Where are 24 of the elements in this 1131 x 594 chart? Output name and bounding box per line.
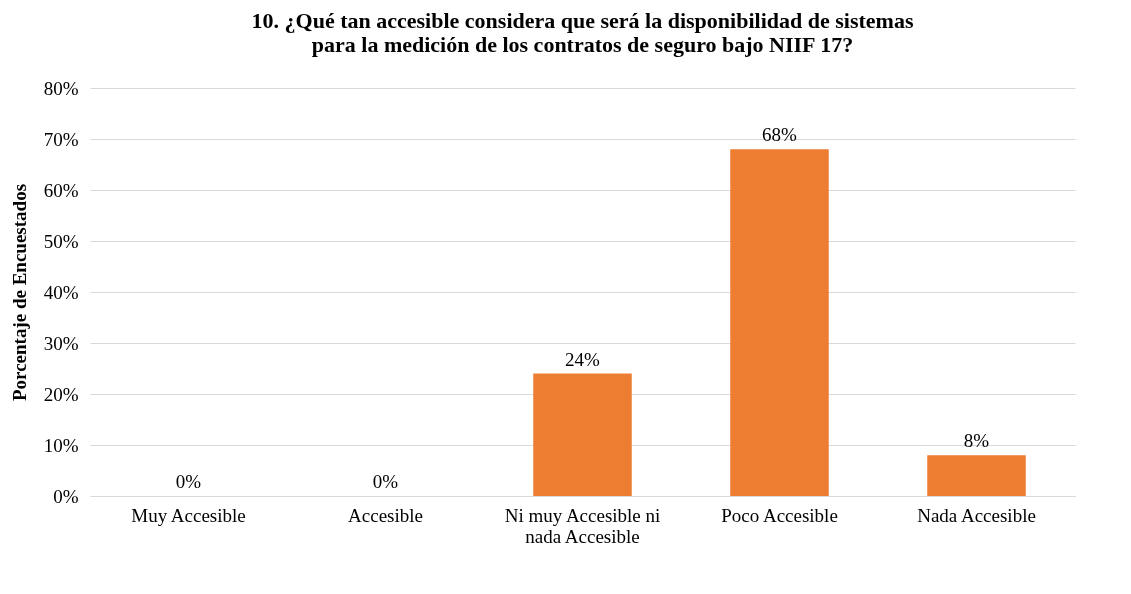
- y-tick-label: 60%: [43, 179, 79, 201]
- data-label: 68%: [762, 124, 798, 146]
- y-tick-label: 20%: [43, 383, 79, 405]
- bar: [927, 455, 1026, 496]
- x-tick-label: Poco Accesible: [721, 504, 838, 526]
- bar: [730, 149, 829, 496]
- x-tick-label: Accesible: [348, 504, 423, 526]
- y-tick-label: 0%: [53, 485, 79, 507]
- x-tick-label: Ni muy Accesible ni nada Accesible: [504, 504, 661, 547]
- y-tick-label: 30%: [43, 332, 79, 354]
- data-label: 24%: [565, 348, 601, 370]
- data-label: 0%: [372, 471, 399, 492]
- x-tick-label: Nada Accesible: [917, 504, 1036, 526]
- y-tick-label: 50%: [43, 230, 79, 252]
- data-label: 0%: [175, 471, 202, 492]
- bar: [533, 373, 632, 496]
- chart-title: 10. ¿Qué tan accesible considera que será la disponibilidad de sistemas para la medición de los contratos de seguro bajo NIIF 17?: [251, 8, 914, 57]
- y-tick-label: 70%: [43, 128, 79, 150]
- y-tick-label: 10%: [43, 434, 79, 456]
- y-tick-label: 80%: [43, 77, 79, 99]
- x-tick-label: Muy Accesible: [131, 504, 246, 526]
- y-tick-label: 40%: [43, 281, 79, 303]
- data-label: 8%: [963, 430, 990, 452]
- y-axis-title: Porcentaje de Encuestados: [8, 183, 30, 402]
